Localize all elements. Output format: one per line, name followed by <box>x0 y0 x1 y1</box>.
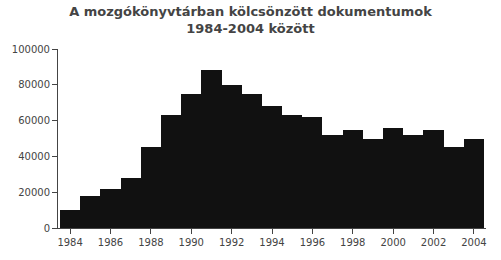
svg-text:20000: 20000 <box>18 187 50 198</box>
svg-text:A mozgókönyvtárban kölcsönzött: A mozgókönyvtárban kölcsönzött dokumentu… <box>69 4 432 36</box>
svg-text:1998: 1998 <box>340 237 365 248</box>
svg-text:80000: 80000 <box>18 79 50 90</box>
svg-text:2000: 2000 <box>380 237 405 248</box>
svg-text:2004: 2004 <box>461 237 486 248</box>
svg-text:2002: 2002 <box>421 237 446 248</box>
svg-text:40000: 40000 <box>18 151 50 162</box>
svg-text:1988: 1988 <box>138 237 163 248</box>
svg-text:60000: 60000 <box>18 115 50 126</box>
svg-text:1984: 1984 <box>57 237 82 248</box>
svg-text:100000: 100000 <box>12 44 50 55</box>
svg-text:1992: 1992 <box>219 237 244 248</box>
svg-text:1994: 1994 <box>259 237 284 248</box>
svg-text:1990: 1990 <box>179 237 204 248</box>
svg-text:0: 0 <box>44 223 50 234</box>
svg-text:1986: 1986 <box>98 237 123 248</box>
svg-text:1996: 1996 <box>300 237 325 248</box>
